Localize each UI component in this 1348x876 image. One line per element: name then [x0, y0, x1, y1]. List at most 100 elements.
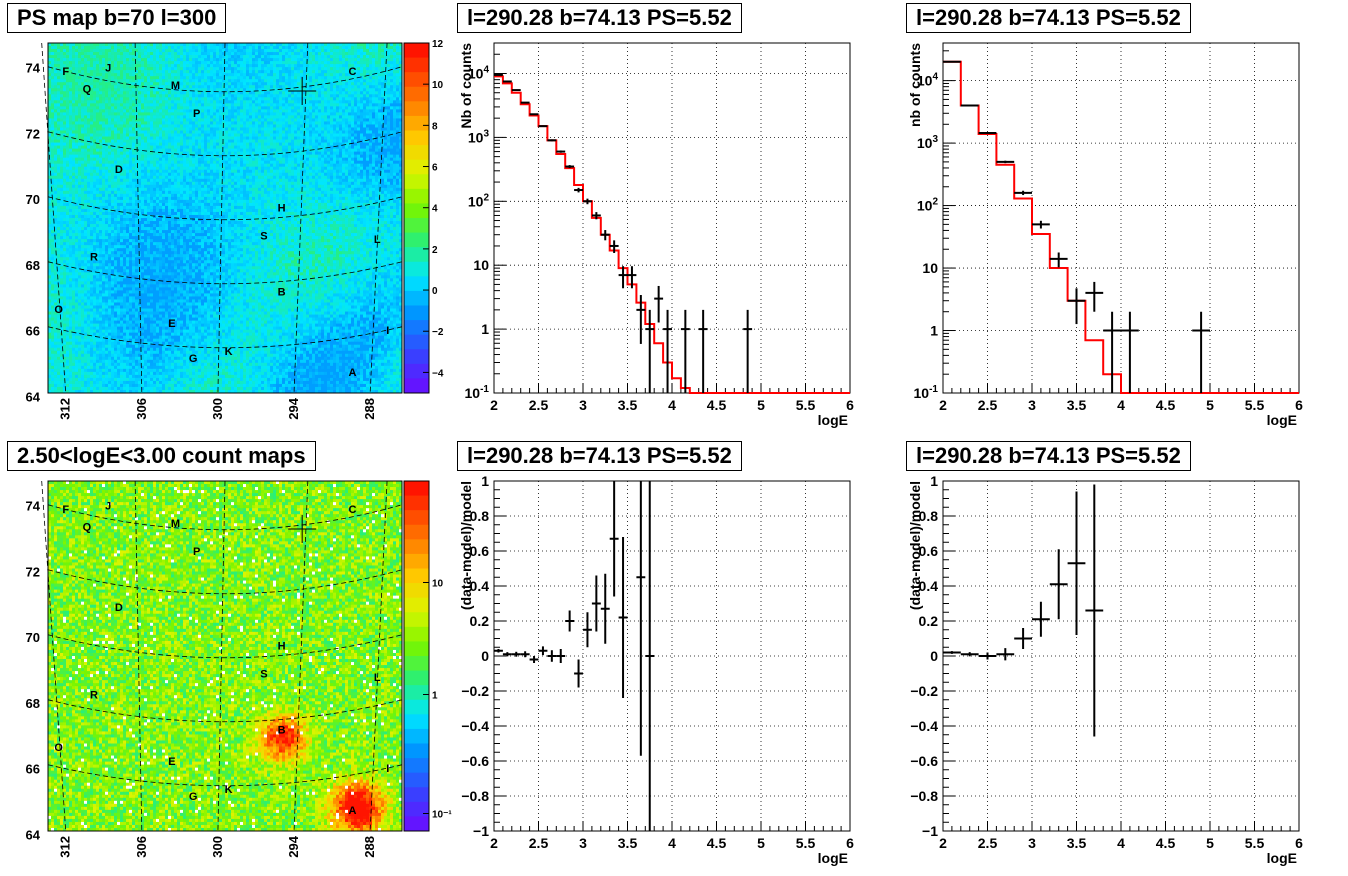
- map-cell: [243, 79, 247, 83]
- map-cell: [51, 145, 55, 150]
- map-cell: [99, 112, 103, 116]
- map-cell: [192, 100, 196, 104]
- map-cell: [126, 166, 130, 171]
- map-cell: [336, 109, 340, 113]
- map-cell: [117, 100, 121, 104]
- map-cell: [246, 49, 250, 53]
- map-cell: [111, 73, 115, 77]
- map-cell: [171, 106, 175, 110]
- map-cell: [312, 139, 316, 143]
- map-cell: [132, 61, 136, 65]
- map-cell: [294, 49, 298, 53]
- map-cell: [264, 151, 268, 156]
- map-cell: [315, 61, 319, 65]
- map-cell: [270, 46, 274, 50]
- map-cell: [393, 130, 397, 134]
- map-cell: [348, 148, 352, 153]
- map-cell: [51, 109, 55, 113]
- map-cell: [90, 115, 94, 119]
- map-cell: [186, 124, 190, 128]
- map-cell: [285, 43, 289, 47]
- map-cell: [372, 133, 376, 137]
- map-cell: [135, 118, 139, 122]
- map-cell: [342, 133, 346, 137]
- map-cell: [390, 142, 394, 146]
- map-cell: [147, 154, 151, 159]
- map-cell: [213, 76, 217, 80]
- map-cell: [354, 142, 358, 146]
- map-cell: [357, 130, 361, 134]
- map-cell: [126, 67, 130, 71]
- map-cell: [267, 76, 271, 80]
- map-cell: [120, 64, 124, 68]
- map-cell: [255, 79, 259, 83]
- map-cell: [231, 55, 235, 59]
- map-cell: [330, 115, 334, 119]
- map-cell: [114, 46, 118, 50]
- map-cell: [96, 55, 100, 59]
- map-cell: [105, 106, 109, 110]
- map-cell: [150, 148, 154, 153]
- map-cell: [144, 124, 148, 128]
- map-cell: [234, 118, 238, 122]
- map-cell: [348, 124, 352, 128]
- map-cell: [285, 73, 289, 77]
- map-cell: [345, 166, 349, 171]
- map-cell: [396, 121, 400, 125]
- map-cell: [195, 64, 199, 68]
- map-cell: [78, 136, 82, 140]
- map-cell: [219, 97, 223, 101]
- map-cell: [186, 118, 190, 122]
- map-cell: [60, 97, 64, 101]
- map-cell: [105, 43, 109, 47]
- map-cell: [123, 46, 127, 50]
- map-cell: [360, 142, 364, 146]
- map-cell: [93, 106, 97, 110]
- map-cell: [330, 61, 334, 65]
- map-cell: [63, 64, 67, 68]
- map-cell: [273, 154, 277, 159]
- map-cell: [312, 112, 316, 116]
- map-cell: [213, 115, 217, 119]
- map-cell: [63, 46, 67, 50]
- map-cell: [234, 130, 238, 134]
- map-cell: [192, 109, 196, 113]
- map-cell: [315, 85, 319, 89]
- map-cell: [393, 64, 397, 68]
- map-cell: [54, 148, 58, 153]
- map-cell: [213, 70, 217, 74]
- map-cell: [354, 145, 358, 150]
- map-cell: [300, 73, 304, 77]
- map-cell: [321, 121, 325, 125]
- map-cell: [354, 46, 358, 50]
- map-cell: [240, 88, 244, 92]
- map-cell: [306, 124, 310, 128]
- map-cell: [342, 157, 346, 162]
- map-cell: [384, 124, 388, 128]
- map-cell: [165, 88, 169, 92]
- map-cell: [381, 58, 385, 62]
- map-cell: [93, 58, 97, 62]
- map-cell: [279, 88, 283, 92]
- map-cell: [210, 61, 214, 65]
- map-cell: [237, 91, 241, 95]
- map-cell: [177, 76, 181, 80]
- map-cell: [396, 97, 400, 101]
- map-cell: [165, 55, 169, 59]
- map-cell: [369, 76, 373, 80]
- map-cell: [102, 61, 106, 65]
- map-cell: [363, 49, 367, 53]
- map-cell: [222, 163, 226, 168]
- map-cell: [372, 130, 376, 134]
- map-cell: [78, 169, 82, 174]
- map-cell: [57, 49, 61, 53]
- map-cell: [177, 160, 181, 165]
- map-cell: [387, 109, 391, 113]
- map-cell: [183, 163, 187, 168]
- map-cell: [57, 112, 61, 116]
- map-cell: [330, 73, 334, 77]
- map-cell: [93, 97, 97, 101]
- map-cell: [144, 130, 148, 134]
- map-cell: [330, 46, 334, 50]
- map-cell: [267, 124, 271, 128]
